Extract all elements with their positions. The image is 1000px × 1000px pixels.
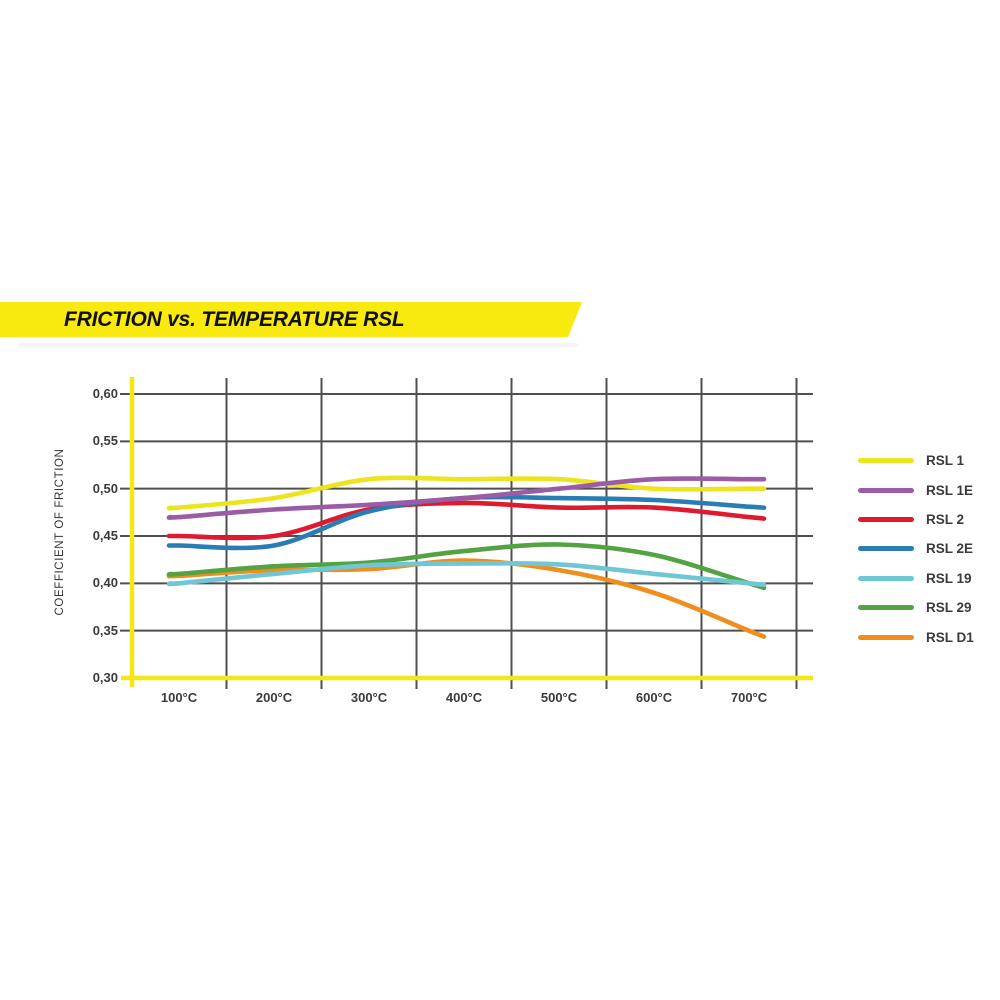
series-line-rsl-1 (166, 475, 767, 511)
legend: RSL 1 RSL 1E RSL 2 RSL 2E RSL 19 RSL 29 RSL D1 (858, 446, 974, 652)
y-tick-label: 0,35 (92, 622, 118, 638)
legend-item: RSL 29 (858, 593, 974, 622)
x-tick-label: 600°C (635, 690, 673, 705)
legend-color-swatch (858, 575, 914, 581)
legend-color-swatch (858, 546, 914, 552)
x-tick-label: 400°C (445, 690, 483, 705)
x-tick-label: 300°C (350, 690, 388, 705)
legend-color-swatch (858, 516, 914, 522)
y-tick-label: 0,50 (92, 480, 118, 496)
y-tick-label: 0,40 (92, 575, 118, 591)
banner-ghost-line (18, 343, 578, 347)
legend-item: RSL 1E (858, 475, 974, 504)
legend-color-swatch (858, 487, 914, 493)
series-line-rsl-d1 (166, 558, 767, 639)
legend-item: RSL 2 (858, 505, 974, 534)
legend-item: RSL 19 (858, 564, 974, 593)
y-tick-label: 0,60 (92, 386, 118, 401)
title-banner: FRICTION vs. TEMPERATURE RSL (0, 302, 582, 337)
legend-label: RSL 2E (926, 541, 974, 557)
x-tick-label: 200°C (255, 690, 293, 705)
series-line-rsl-2 (166, 500, 767, 541)
series-line-rsl-19 (166, 560, 767, 588)
series-line-rsl-29 (166, 542, 767, 591)
y-tick-label: 0,30 (92, 670, 118, 685)
y-axis-title: COEFFICIENT OF FRICTION (54, 448, 66, 616)
x-tick-label: 100°C (160, 690, 198, 705)
legend-color-swatch (858, 634, 914, 640)
legend-label: RSL 2 (926, 511, 965, 527)
chart-title: FRICTION vs. TEMPERATURE RSL (64, 307, 405, 331)
x-tick-label: 700°C (730, 690, 768, 705)
y-tick-label: 0,45 (92, 528, 118, 543)
y-tick-label: 0,55 (92, 433, 118, 449)
legend-item: RSL 2E (858, 534, 974, 563)
legend-item: RSL D1 (858, 622, 974, 651)
legend-label: RSL 1 (926, 453, 965, 469)
legend-color-swatch (858, 605, 914, 611)
legend-label: RSL 29 (926, 600, 972, 616)
series-line-rsl-1e (166, 476, 767, 520)
legend-color-swatch (858, 458, 914, 464)
legend-label: RSL D1 (926, 629, 974, 645)
legend-label: RSL 1E (926, 482, 974, 498)
x-tick-label: 500°C (540, 690, 578, 705)
legend-item: RSL 1 (858, 446, 974, 475)
legend-label: RSL 19 (926, 570, 972, 586)
